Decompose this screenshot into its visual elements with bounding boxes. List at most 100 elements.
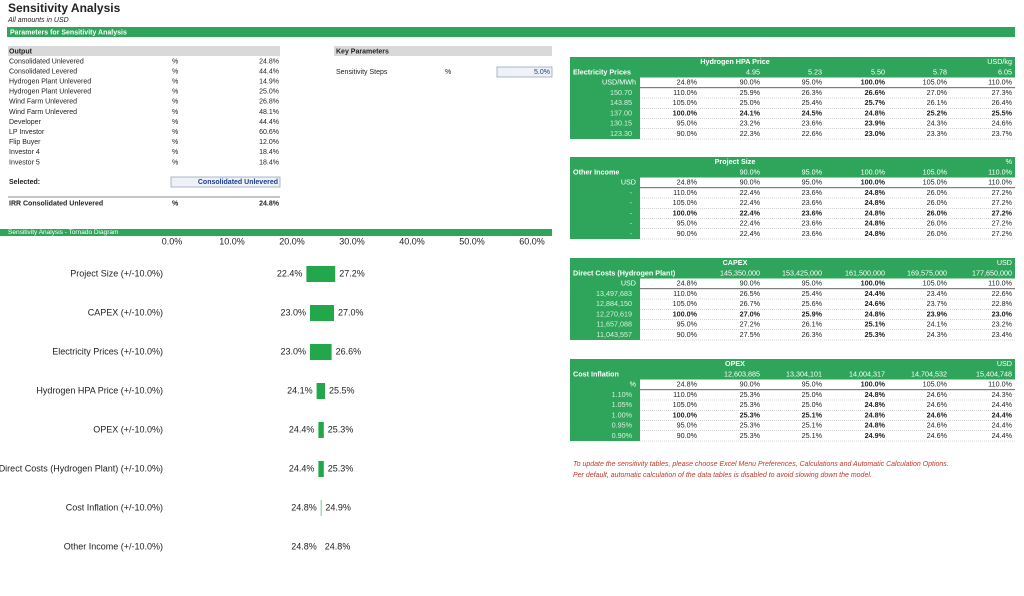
row-label-bg xyxy=(570,77,640,139)
table-cell: 24.4% xyxy=(992,421,1013,430)
table-cell: 23.9% xyxy=(927,309,948,318)
column-step: 95.0% xyxy=(802,178,823,187)
corner-label: USD xyxy=(621,178,636,187)
bar xyxy=(310,344,332,360)
table-cell: 25.3% xyxy=(740,410,761,419)
output-label: Developer xyxy=(9,119,42,126)
column-header: 13,304,101 xyxy=(786,369,822,378)
table-cell: 22.4% xyxy=(740,198,761,207)
table-cell: 26.0% xyxy=(927,188,948,197)
column-step: 110.0% xyxy=(988,279,1012,288)
table-cell: 25.6% xyxy=(802,299,823,308)
table-cell: 24.3% xyxy=(927,119,948,128)
output-unit: % xyxy=(172,119,178,126)
table-cell: 25.7% xyxy=(865,98,886,107)
table-cell: 23.4% xyxy=(927,289,948,298)
table-cell: 24.1% xyxy=(927,320,948,329)
table-cell: 24.8% xyxy=(865,309,886,318)
row-label-bg xyxy=(570,177,640,239)
irr-value: 24.8% xyxy=(259,200,280,207)
row-step: 95.0% xyxy=(677,119,698,128)
corner-value: 24.8% xyxy=(677,78,698,87)
category-label: Other Income (+/-10.0%) xyxy=(64,541,163,551)
table-cell: 27.0% xyxy=(927,88,948,97)
table-cell: 24.1% xyxy=(740,108,761,117)
column-step: 105.0% xyxy=(923,380,948,389)
row-label: - xyxy=(630,198,633,207)
column-header: 100.0% xyxy=(861,167,886,176)
row-label: - xyxy=(630,219,633,228)
row-heading: Cost Inflation xyxy=(573,369,619,378)
row-label: 13,497,683 xyxy=(596,289,632,298)
row-step: 90.0% xyxy=(677,129,698,138)
table-unit: USD xyxy=(997,359,1012,368)
output-unit: % xyxy=(172,129,178,136)
column-step: 110.0% xyxy=(988,178,1012,187)
x-tick-label: 0.0% xyxy=(162,236,183,246)
output-value: 26.8% xyxy=(259,99,279,106)
output-label: Hydrogen Plant Unlevered xyxy=(9,79,91,86)
output-label: Wind Farm Unlevered xyxy=(9,109,77,116)
high-label: 24.9% xyxy=(325,502,351,512)
row-step: 110.0% xyxy=(673,188,697,197)
table-cell: 25.3% xyxy=(740,400,761,409)
table-cell: 25.5% xyxy=(992,108,1013,117)
table-cell: 24.8% xyxy=(865,198,886,207)
column-step: 90.0% xyxy=(740,78,761,87)
section-band-title: Parameters for Sensitivity Analysis xyxy=(10,29,127,36)
row-label: 11,657,088 xyxy=(597,320,632,329)
table-cell: 26.0% xyxy=(927,229,948,238)
table-cell: 25.0% xyxy=(802,390,823,399)
table-cell: 26.5% xyxy=(740,289,761,298)
output-label: Investor 4 xyxy=(9,149,40,156)
table-cell: 27.2% xyxy=(992,198,1013,207)
low-label: 22.4% xyxy=(277,268,303,278)
row-label: - xyxy=(630,208,633,217)
output-label: Wind Farm Unlevered xyxy=(9,99,77,106)
column-step: 95.0% xyxy=(802,279,823,288)
table-cell: 24.6% xyxy=(927,410,948,419)
corner-label: % xyxy=(630,380,637,389)
table-title: OPEX xyxy=(725,359,745,368)
column-step: 100.0% xyxy=(861,380,886,389)
row-heading: Direct Costs (Hydrogen Plant) xyxy=(573,268,676,277)
high-label: 26.6% xyxy=(336,346,362,356)
output-label: Consolidated Levered xyxy=(9,68,77,75)
table-cell: 24.4% xyxy=(865,289,886,298)
table-cell: 23.7% xyxy=(992,129,1013,138)
table-cell: 24.3% xyxy=(927,330,948,339)
column-step: 100.0% xyxy=(861,279,886,288)
column-header: 14,704,532 xyxy=(911,369,947,378)
input-box xyxy=(496,66,553,78)
column-header: 105.0% xyxy=(923,167,948,176)
row-label: 143.85 xyxy=(610,98,632,107)
table-cell: 22.6% xyxy=(802,129,823,138)
column-header: 110.0% xyxy=(988,167,1012,176)
key-header-bg xyxy=(334,46,552,56)
table-cell: 25.3% xyxy=(740,431,761,440)
table-cell: 25.4% xyxy=(802,289,823,298)
table-cell: 26.3% xyxy=(802,88,823,97)
table-cell: 24.8% xyxy=(865,219,886,228)
corner-value: 24.8% xyxy=(677,279,698,288)
row-step: 100.0% xyxy=(673,108,698,117)
key-label: Sensitivity Steps xyxy=(336,69,388,76)
high-label: 25.5% xyxy=(329,385,355,395)
output-value: 48.1% xyxy=(259,109,279,116)
output-value: 18.4% xyxy=(259,149,279,156)
column-header: 161,500,000 xyxy=(845,268,885,277)
row-step: 105.0% xyxy=(673,198,698,207)
table-cell: 22.4% xyxy=(740,188,761,197)
selected-label: Selected: xyxy=(9,179,40,186)
output-label: LP Investor xyxy=(9,129,45,136)
column-header: 177,650,000 xyxy=(972,268,1012,277)
table-cell: 26.1% xyxy=(927,98,948,107)
row-label: - xyxy=(630,188,633,197)
category-label: Electricity Prices (+/-10.0%) xyxy=(52,346,163,356)
note-line: Per default, automatic calculation of th… xyxy=(573,472,872,479)
table-cell: 24.8% xyxy=(865,421,886,430)
table-title: Hydrogen HPA Price xyxy=(700,57,770,66)
row-label: 11,043,557 xyxy=(597,330,632,339)
row-step: 90.0% xyxy=(677,330,698,339)
column-header: 6.05 xyxy=(998,67,1012,76)
